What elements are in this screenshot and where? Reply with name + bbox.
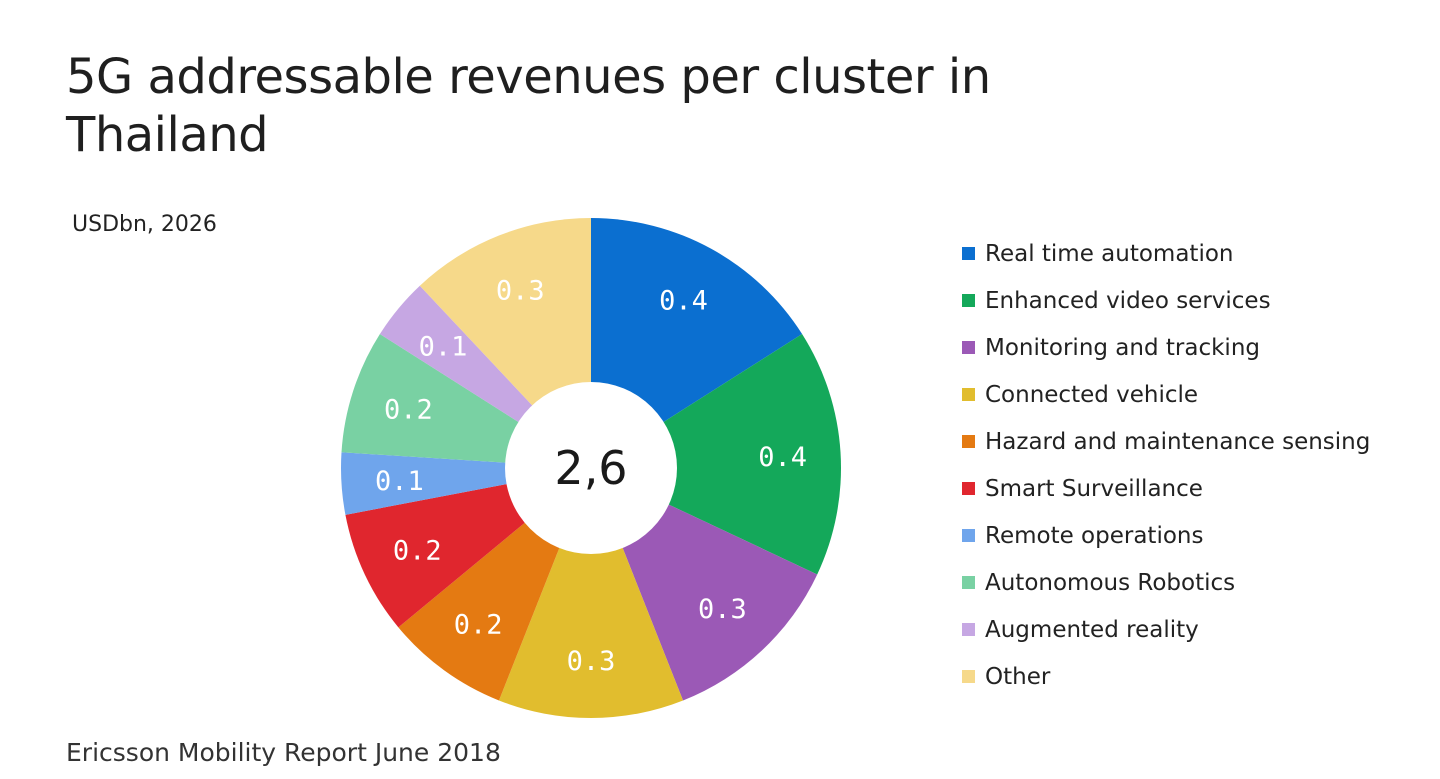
legend-swatch (962, 341, 975, 354)
slice-value-label: 0.3 (496, 275, 545, 306)
slice-value-label: 0.4 (758, 442, 807, 473)
slice-value-label: 0.3 (698, 594, 747, 625)
source-note: Ericsson Mobility Report June 2018 (66, 738, 501, 767)
legend-label: Hazard and maintenance sensing (985, 428, 1371, 455)
slice-value-label: 0.1 (375, 466, 424, 497)
legend-item: Augmented reality (962, 606, 1432, 653)
legend-label: Other (985, 663, 1051, 690)
slice-value-label: 0.2 (454, 609, 503, 640)
legend-swatch (962, 388, 975, 401)
legend-label: Real time automation (985, 240, 1234, 267)
legend-swatch (962, 482, 975, 495)
legend-item: Other (962, 653, 1432, 700)
legend-label: Remote operations (985, 522, 1204, 549)
slice-connected-vehicle (498, 468, 684, 718)
slice-value-label: 0.2 (393, 536, 442, 567)
slice-value-label: 0.1 (419, 332, 468, 363)
legend-item: Smart Surveillance (962, 465, 1432, 512)
chart-title: 5G addressable revenues per cluster in T… (66, 49, 991, 163)
legend-label: Enhanced video services (985, 287, 1271, 314)
legend-label: Autonomous Robotics (985, 569, 1236, 596)
legend-item: Autonomous Robotics (962, 559, 1432, 606)
slice-enhanced-video-services (591, 334, 842, 575)
legend-label: Connected vehicle (985, 381, 1199, 408)
legend-item: Real time automation (962, 230, 1432, 277)
legend-item: Enhanced video services (962, 277, 1432, 324)
legend-swatch (962, 529, 975, 542)
legend-label: Monitoring and tracking (985, 334, 1260, 361)
total-value-label: 2,6 (554, 441, 627, 495)
slice-value-label: 0.3 (567, 646, 616, 677)
unit-label: USDbn, 2026 (72, 212, 217, 237)
legend-label: Augmented reality (985, 616, 1199, 643)
slice-value-label: 0.4 (659, 286, 708, 317)
slice-value-label: 0.2 (384, 395, 433, 426)
legend-swatch (962, 435, 975, 448)
legend-item: Monitoring and tracking (962, 324, 1432, 371)
legend-item: Hazard and maintenance sensing (962, 418, 1432, 465)
legend-swatch (962, 623, 975, 636)
legend-item: Remote operations (962, 512, 1432, 559)
legend-swatch (962, 294, 975, 307)
donut-hole (505, 382, 677, 554)
legend-label: Smart Surveillance (985, 475, 1203, 502)
legend: Real time automation Enhanced video servi… (962, 230, 1432, 700)
legend-swatch (962, 247, 975, 260)
legend-swatch (962, 576, 975, 589)
legend-item: Connected vehicle (962, 371, 1432, 418)
legend-swatch (962, 670, 975, 683)
